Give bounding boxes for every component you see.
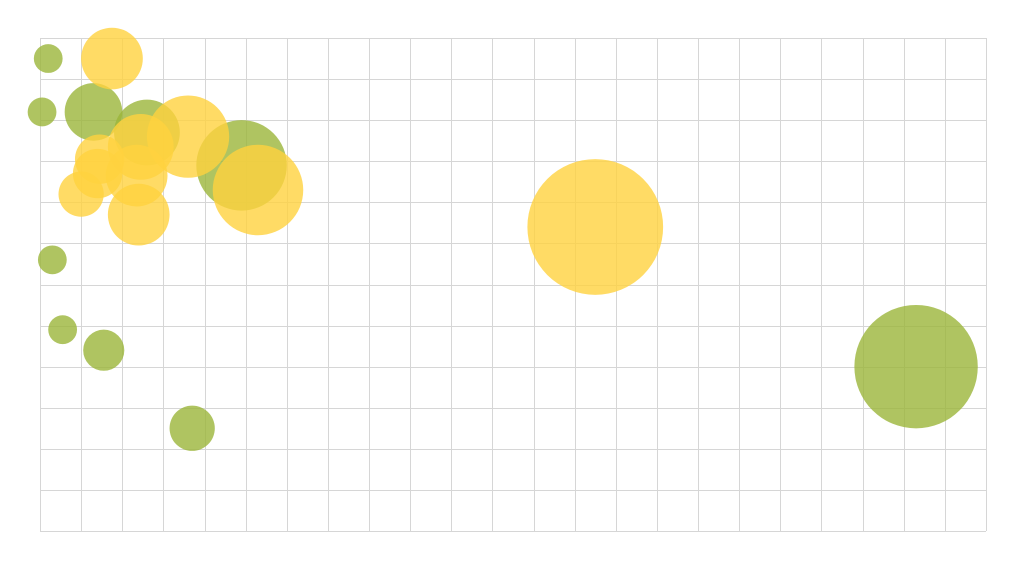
bubble-point[interactable]	[169, 405, 215, 451]
bubbles	[27, 27, 978, 451]
bubble-point[interactable]	[33, 44, 63, 73]
bubble-point[interactable]	[64, 83, 123, 141]
bubble-point[interactable]	[48, 315, 78, 345]
bubble-point[interactable]	[83, 329, 125, 371]
bubble-point[interactable]	[212, 144, 304, 236]
bubble-point[interactable]	[527, 159, 664, 295]
bubble-point[interactable]	[37, 245, 67, 275]
bubble-point[interactable]	[81, 27, 143, 90]
bubble-point[interactable]	[107, 183, 170, 246]
bubble-point[interactable]	[27, 97, 57, 127]
bubble-point[interactable]	[58, 171, 104, 217]
bubble-point[interactable]	[854, 304, 978, 429]
